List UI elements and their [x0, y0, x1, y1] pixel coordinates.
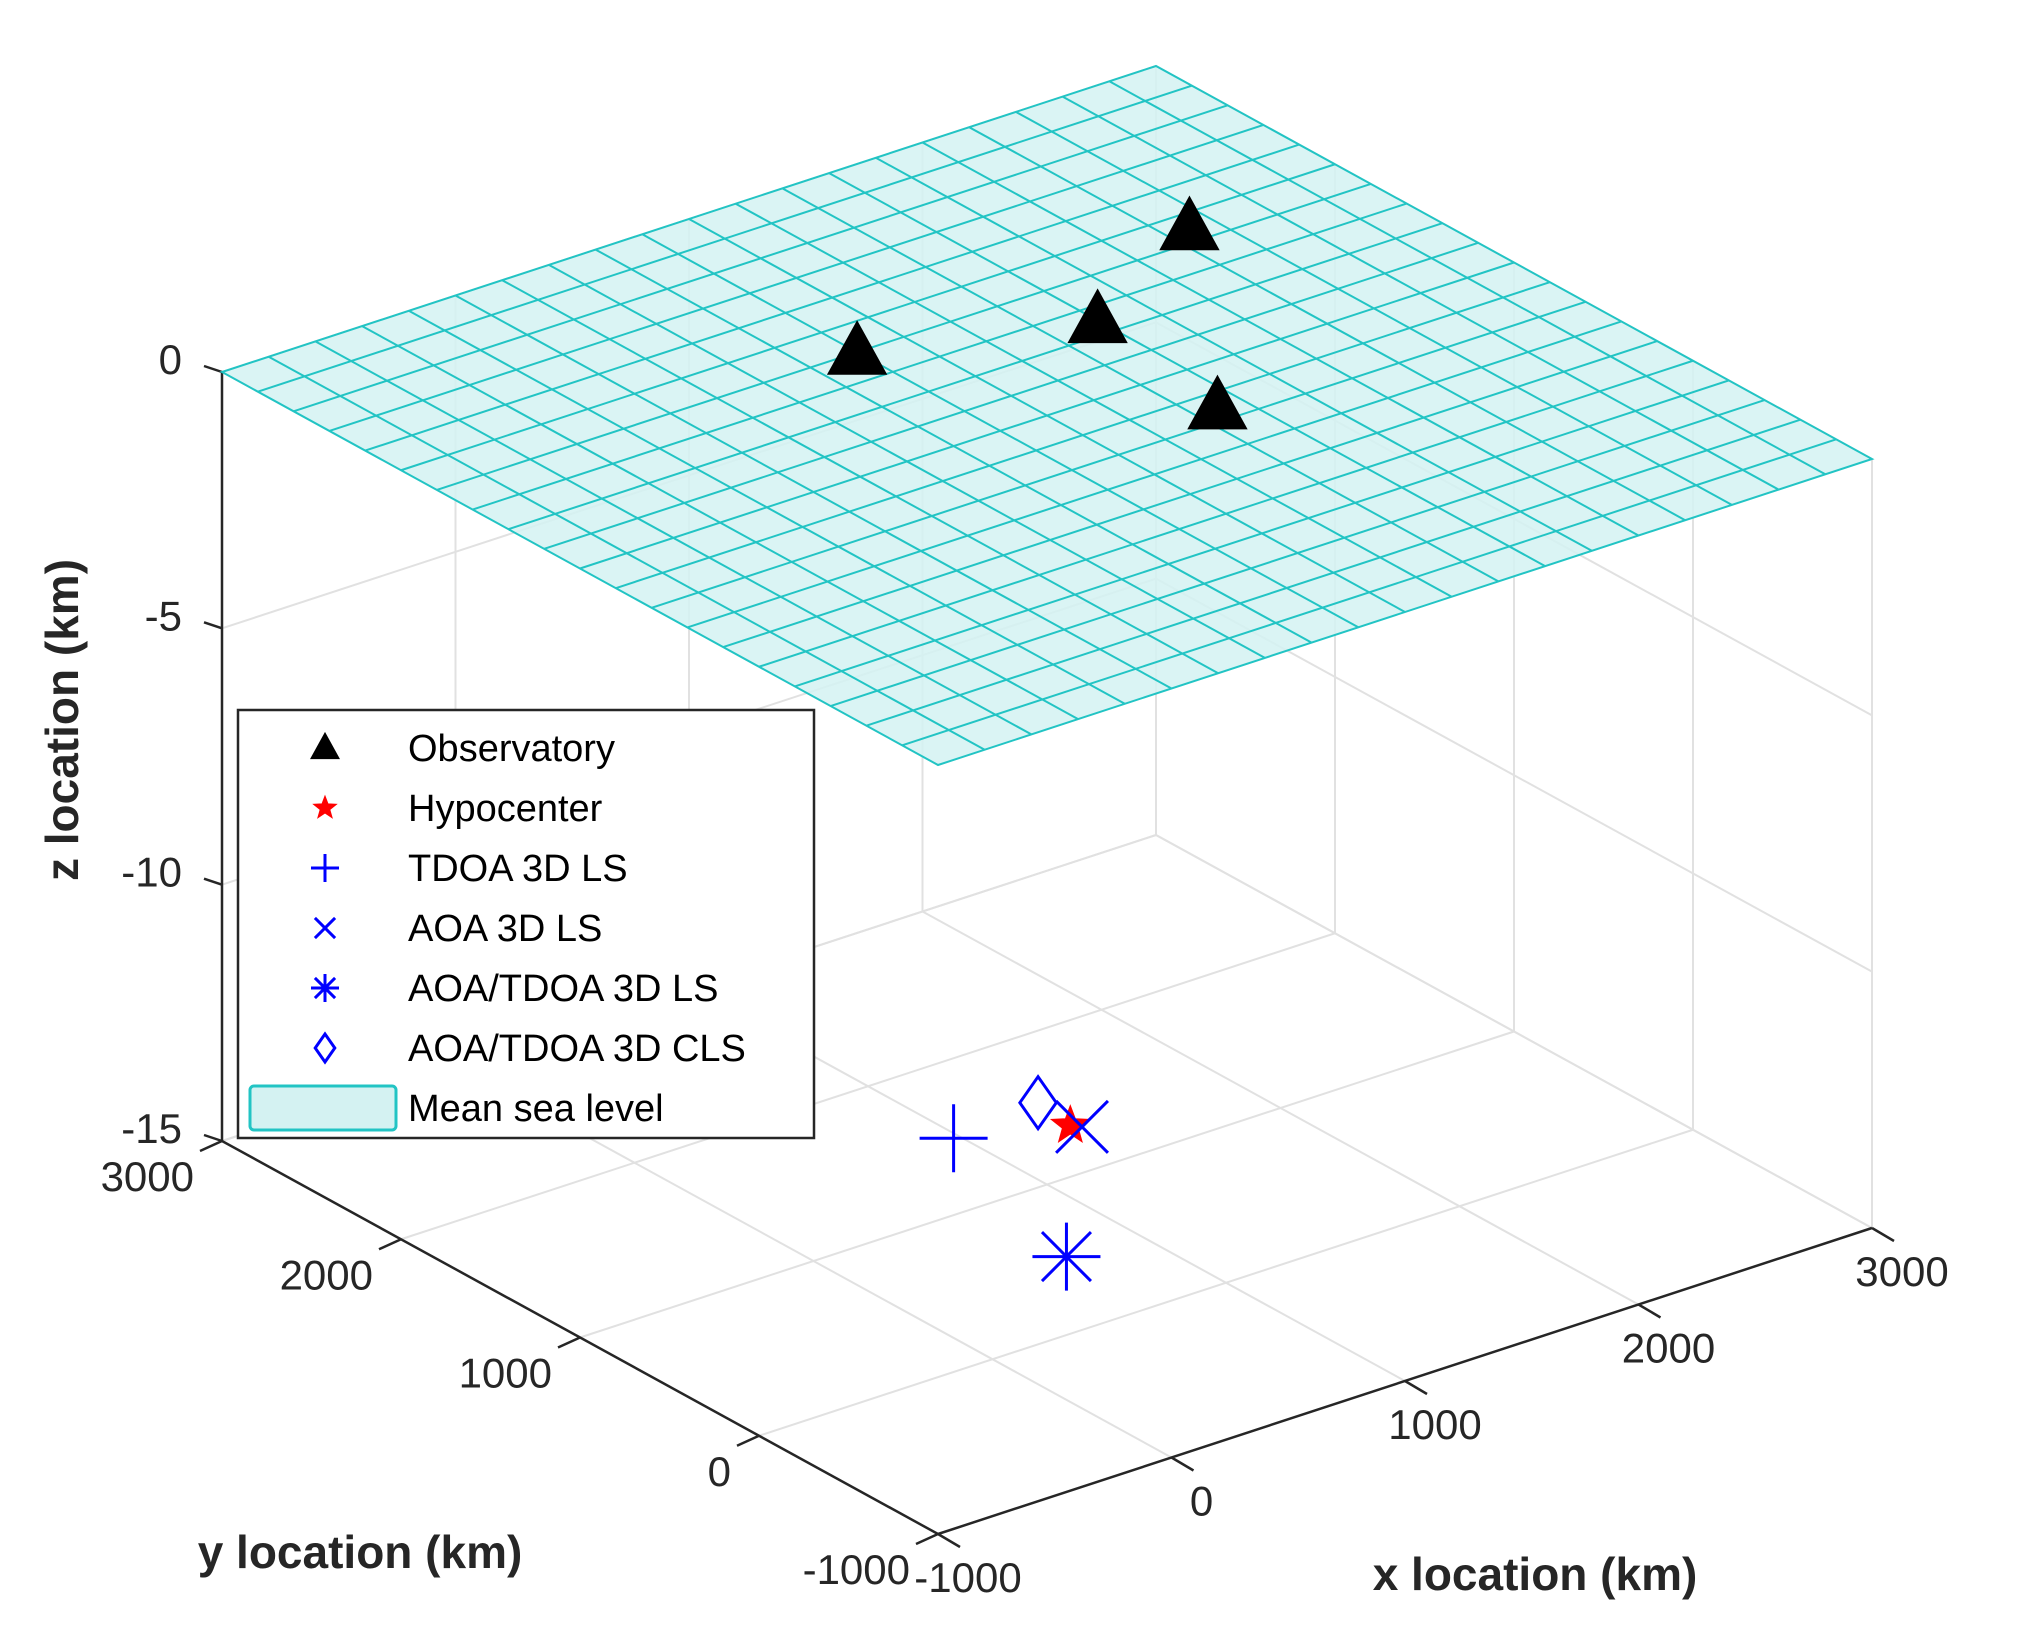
legend-item: AOA/TDOA 3D CLS: [313, 1028, 746, 1070]
mean-sea-level-surface: [219, 64, 1875, 767]
surface-gridline: [257, 84, 1193, 393]
surface-gridline: [364, 143, 1300, 452]
y-tick-mark: [557, 1336, 581, 1349]
marker-observatory: [1067, 288, 1128, 344]
legend-label: Hypocenter: [408, 788, 603, 830]
legend-marker: [313, 916, 337, 940]
legend-item: Hypocenter: [312, 788, 603, 830]
x-tick-mark: [937, 1532, 961, 1549]
x-tick-label: 1000: [1388, 1401, 1481, 1448]
legend-label: AOA 3D LS: [408, 908, 602, 950]
surface-gridline: [735, 202, 1453, 598]
legend-label: TDOA 3D LS: [408, 848, 628, 890]
z-tick-mark: [203, 621, 223, 630]
surface-gridline: [968, 126, 1686, 522]
ticks: -1000 0 1000 2000 3000 -1000 0 1000 2000 3000 0 -5 -…: [101, 336, 1949, 1601]
z-tick-label: -10: [121, 849, 182, 896]
z-tick-mark: [203, 877, 223, 886]
y-tick-label: -1000: [803, 1546, 910, 1593]
z-tick-label: 0: [159, 336, 182, 383]
marker-observatory: [826, 320, 888, 375]
surface-gridline: [508, 222, 1443, 531]
marker-observatory: [1159, 195, 1220, 251]
legend-marker: [310, 731, 340, 760]
surface-gridline: [875, 156, 1593, 552]
x-tick-mark: [1404, 1379, 1428, 1396]
legend-label: Observatory: [408, 728, 615, 770]
floor-gridline-y: [579, 1030, 1515, 1339]
y-tick-label: 0: [708, 1448, 731, 1495]
legend-label: Mean sea level: [408, 1088, 664, 1130]
surface-gridline: [436, 182, 1372, 491]
surface-gridline: [472, 202, 1407, 511]
surface-gridline: [293, 104, 1228, 413]
legend-item: Observatory: [310, 728, 615, 770]
surface-gridline: [1062, 95, 1780, 491]
surface-gridline: [781, 187, 1499, 583]
sidewall-gridline-z: [1155, 834, 1873, 1229]
legend-box: [236, 708, 816, 1140]
markers: [826, 195, 1248, 1291]
legend-marker: [313, 1031, 337, 1065]
marker-hypocenter: [1049, 1104, 1091, 1143]
z-axis-label: z location (km): [36, 559, 88, 881]
legend-item: AOA/TDOA 3D LS: [311, 968, 718, 1010]
y-axis-label: y location (km): [198, 1526, 523, 1578]
marker-aoa-tdoa-3d-ls: [1032, 1222, 1101, 1291]
legend-item: TDOA 3D LS: [311, 848, 628, 890]
legend-item: Mean sea level: [248, 1084, 664, 1132]
marker-aoa-tdoa-3d-cls: [1018, 1074, 1059, 1132]
y-tick-label: 3000: [101, 1153, 194, 1200]
y-tick-mark: [736, 1434, 760, 1447]
surface-gridline: [579, 261, 1515, 570]
z-tick-mark: [203, 364, 223, 374]
legend-label: AOA/TDOA 3D LS: [408, 968, 718, 1010]
surface-gridline: [922, 141, 1639, 537]
x-tick-mark: [1637, 1303, 1662, 1319]
legend-surface-swatch: [248, 1084, 398, 1132]
x-tick-label: 3000: [1855, 1248, 1948, 1295]
z-tick-label: -5: [145, 592, 182, 639]
legend: Observatory Hypocenter TDOA 3D LS AOA 3D LS…: [236, 708, 816, 1140]
y-tick-mark: [915, 1532, 939, 1546]
floor-gridline-y: [400, 932, 1336, 1241]
y-tick-label: 1000: [459, 1350, 552, 1397]
y-tick-mark: [199, 1139, 223, 1153]
x-tick-label: -1000: [914, 1554, 1021, 1601]
y-tick-mark: [378, 1238, 402, 1251]
y-tick-label: 2000: [280, 1251, 373, 1298]
x-tick-mark: [1871, 1226, 1895, 1243]
x-tick-label: 0: [1190, 1478, 1213, 1525]
marker-tdoa-3d-ls: [919, 1104, 988, 1173]
surface-gridline: [828, 172, 1546, 567]
marker-observatory: [1187, 374, 1248, 430]
z-tick-mark: [203, 1133, 223, 1143]
legend-item: AOA 3D LS: [313, 908, 602, 950]
x-axis-label: x location (km): [1373, 1548, 1698, 1600]
legend-marker: [312, 794, 338, 819]
surface-gridline: [1108, 80, 1826, 476]
x-tick-mark: [1170, 1456, 1195, 1472]
legend-marker: [311, 974, 339, 1002]
floor-gridline-x: [922, 910, 1639, 1306]
surface-gridline: [1015, 111, 1733, 506]
legend-label: AOA/TDOA 3D CLS: [408, 1028, 746, 1070]
surface-gridline: [543, 241, 1479, 550]
x-tick-label: 2000: [1622, 1325, 1715, 1372]
z-tick-label: -15: [121, 1105, 182, 1152]
marker-aoa-3d-ls: [1055, 1099, 1110, 1154]
legend-marker: [311, 854, 339, 882]
surface-gridline: [329, 123, 1264, 432]
